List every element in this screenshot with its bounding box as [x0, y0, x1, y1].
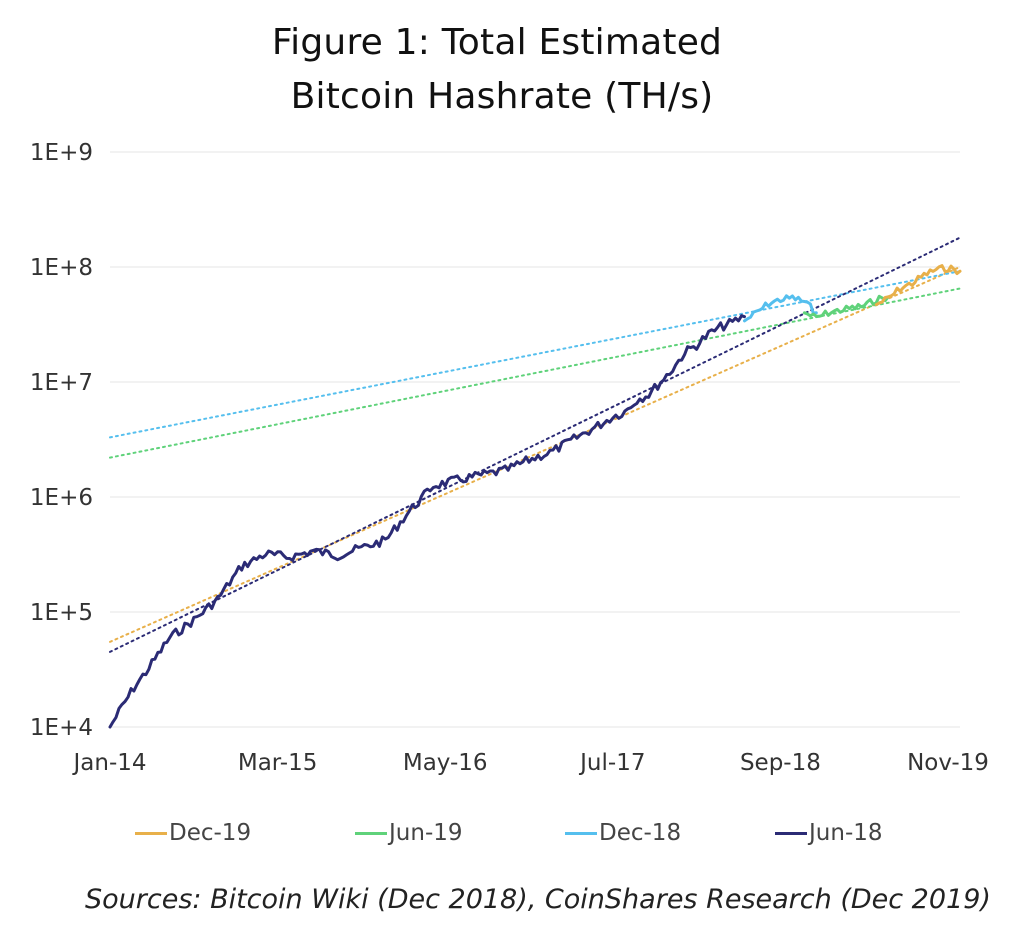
legend-label: Dec-19: [169, 820, 252, 846]
legend-swatch: [355, 831, 387, 835]
series-line-jun-19: [802, 294, 890, 318]
y-tick-label: 1E+8: [30, 255, 93, 281]
chart-title-line-2: Bitcoin Hashrate (TH/s): [290, 76, 714, 117]
y-tick-label: 1E+4: [30, 715, 93, 741]
sources-note: Sources: Bitcoin Wiki (Dec 2018), CoinSh…: [85, 884, 991, 915]
trendline-jun-19: [109, 287, 961, 459]
legend-item-jun-19: Jun-19: [355, 813, 463, 853]
x-tick-label: Jul-17: [578, 750, 645, 776]
x-tick-label: Mar-15: [238, 750, 318, 776]
y-tick-label: 1E+6: [30, 485, 93, 511]
y-tick-label: 1E+9: [30, 140, 93, 166]
series-line-dec-19: [874, 264, 962, 307]
trendline-dec-19: [109, 266, 961, 643]
legend-label: Dec-18: [599, 820, 682, 846]
chart-title-line-1: Figure 1: Total Estimated: [271, 22, 723, 63]
chart-legend: Dec-19 Jun-19 Dec-18 Jun-18: [0, 813, 1024, 853]
legend-item-dec-18: Dec-18: [565, 813, 681, 853]
legend-item-jun-18: Jun-18: [775, 813, 883, 853]
x-tick-label: Nov-19: [907, 750, 989, 776]
legend-swatch: [135, 831, 167, 835]
x-tick-label: May-16: [403, 750, 488, 776]
trendline-dec-18: [109, 270, 961, 439]
legend-swatch: [775, 831, 807, 835]
series-line-dec-18: [743, 294, 818, 323]
trendline-jun-18: [109, 236, 961, 653]
legend-label: Jun-18: [809, 820, 883, 846]
legend-label: Jun-19: [389, 820, 463, 846]
x-tick-label: Sep-18: [740, 750, 821, 776]
x-tick-label: Jan-14: [71, 750, 146, 776]
y-tick-label: 1E+5: [30, 600, 93, 626]
legend-swatch: [565, 831, 597, 835]
series-line-jun-18: [108, 314, 746, 729]
y-tick-label: 1E+7: [30, 370, 93, 396]
legend-item-dec-19: Dec-19: [135, 813, 251, 853]
